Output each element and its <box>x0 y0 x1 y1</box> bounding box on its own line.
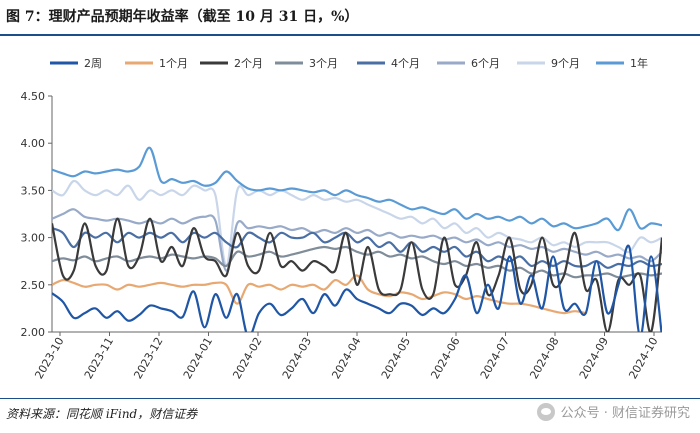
legend-label-7: 9个月 <box>551 57 580 70</box>
series-line-3 <box>52 217 662 332</box>
x-tick-label: 2024-06 <box>428 335 462 381</box>
x-tick-label: 2024-09 <box>577 335 611 381</box>
x-tick-label: 2024-02 <box>230 335 264 381</box>
wechat-icon <box>536 402 555 421</box>
series-line-8 <box>52 146 662 232</box>
watermark: 公众号 · 财信证券研究 <box>536 402 690 421</box>
x-tick-label: 2024-04 <box>329 335 363 381</box>
watermark-text: 公众号 · 财信证券研究 <box>560 406 690 421</box>
x-tick-label: 2023-11 <box>82 335 116 381</box>
source-note: 资料来源：同花顺 iFind，财信证券 <box>6 407 198 421</box>
y-tick-label: 2.50 <box>21 279 46 292</box>
series-line-7 <box>52 179 662 268</box>
x-tick-label: 2023-10 <box>32 335 66 381</box>
y-tick-label: 4.50 <box>21 90 46 103</box>
y-tick-label: 3.50 <box>21 184 46 197</box>
series-line-4 <box>52 245 662 279</box>
y-tick-label: 2.00 <box>21 326 46 339</box>
bottom-rule <box>0 398 700 399</box>
x-tick-label: 2024-08 <box>527 335 561 381</box>
y-tick-label: 4.00 <box>21 137 46 150</box>
chart-axes: 2.00 2.50 3.00 3.50 4.00 4.50 2023-10 2023-11 20… <box>21 90 662 381</box>
legend-label-2: 1个月 <box>159 57 188 70</box>
top-rule <box>0 34 700 36</box>
legend-label-1: 2周 <box>84 57 102 70</box>
legend-label-3: 2个月 <box>234 57 263 70</box>
x-tick-label: 2024-07 <box>478 335 512 381</box>
chart-series <box>52 146 662 332</box>
series-line-5 <box>52 227 662 269</box>
series-line-2 <box>52 274 587 315</box>
x-tick-label: 2024-10 <box>626 335 660 381</box>
legend-label-5: 4个月 <box>391 57 420 70</box>
legend-label-6: 6个月 <box>471 57 500 70</box>
legend-label-8: 1年 <box>630 56 648 70</box>
y-tick-label: 3.00 <box>21 232 46 245</box>
line-chart: 2周 1个月 2个月 3个月 4个月 6个月 9个月 1年 2.00 2.50 3.00 3.50 4… <box>21 56 662 381</box>
x-tick-label: 2024-03 <box>280 335 314 381</box>
series-line-1 <box>52 244 662 332</box>
x-tick-label: 2023-12 <box>131 335 165 381</box>
x-tick-label: 2024-05 <box>379 335 413 381</box>
figure-title: 图 7：理财产品预期年收益率（截至 10 月 31 日，%） <box>6 9 359 25</box>
legend-label-4: 3个月 <box>309 57 338 70</box>
x-tick-label: 2024-01 <box>181 335 215 381</box>
series-line-6 <box>52 208 662 272</box>
chart-legend: 2周 1个月 2个月 3个月 4个月 6个月 9个月 1年 <box>50 56 648 70</box>
